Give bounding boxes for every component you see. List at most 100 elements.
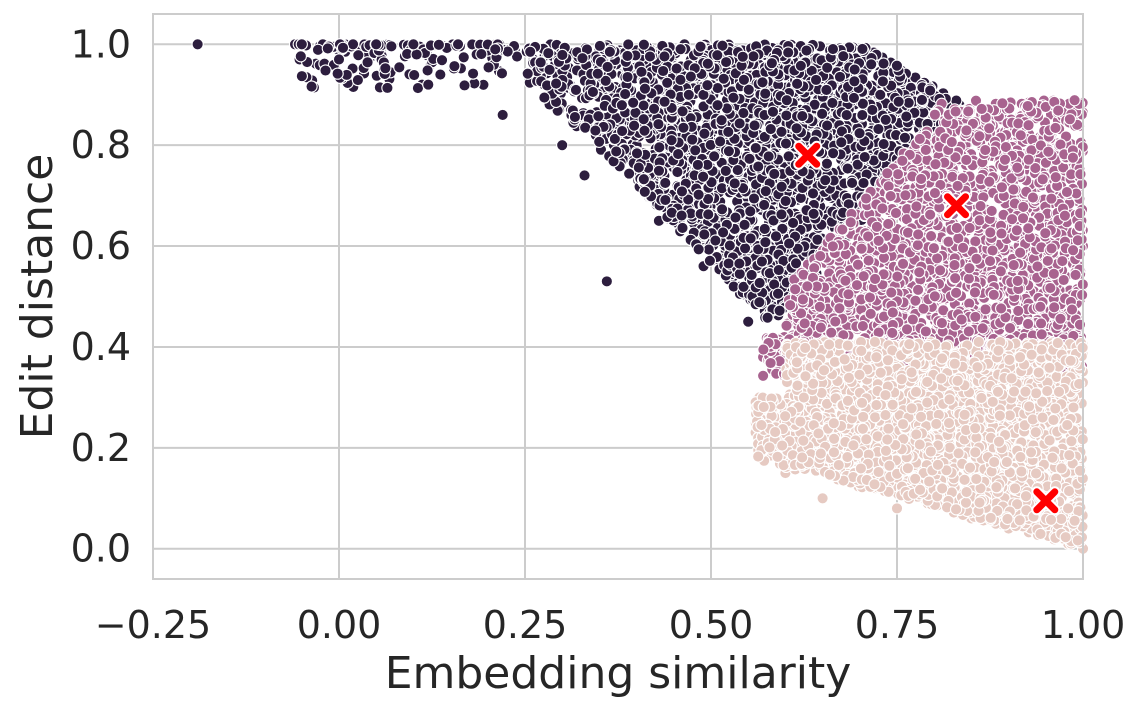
cluster-1-point [859, 151, 870, 162]
cluster-1-point [716, 204, 727, 215]
cluster-1-point [296, 71, 307, 82]
cluster-1-point [770, 231, 781, 242]
cluster-1-point [808, 208, 819, 219]
cluster-1-point [638, 174, 649, 185]
cluster-1-point [622, 71, 633, 82]
cluster-1-point [756, 256, 767, 267]
cluster-1-point [638, 39, 649, 50]
cluster-1-point [734, 268, 745, 279]
cluster-1-point [795, 192, 806, 203]
cluster-1-point [901, 111, 912, 122]
cluster-1-point [436, 55, 447, 66]
cluster-1-point [810, 74, 821, 85]
cluster-1-point [821, 84, 832, 95]
cluster-1-point [699, 128, 710, 139]
cluster-2-point [985, 227, 996, 238]
cluster-1-point [449, 61, 460, 72]
cluster-1-point [702, 58, 713, 69]
cluster-1-point [760, 237, 771, 248]
cluster-1-point [422, 65, 433, 76]
cluster-1-point [628, 97, 639, 108]
cluster-1-point [639, 83, 650, 94]
cluster-1-point [781, 110, 792, 121]
cluster-1-point [587, 86, 598, 97]
cluster-2-point [964, 263, 975, 274]
cluster-1-point [754, 277, 765, 288]
cluster-2-point [920, 326, 931, 337]
cluster-1-point [765, 123, 776, 134]
cluster-1-point [709, 151, 720, 162]
cluster-1-point [759, 223, 770, 234]
cluster-2-point [1022, 318, 1033, 329]
cluster-2-point [830, 316, 841, 327]
cluster-1-point [539, 92, 550, 103]
cluster-1-point [729, 178, 740, 189]
cluster-1-point [848, 92, 859, 103]
cluster-2-point [785, 300, 796, 311]
cluster-1-point [570, 84, 581, 95]
cluster-2-point [970, 236, 981, 247]
cluster-2-point [969, 287, 980, 298]
cluster-1-point [631, 148, 642, 159]
cluster-1-point [745, 233, 756, 244]
cluster-1-point [878, 138, 889, 149]
cluster-1-point [636, 66, 647, 77]
cluster-2-point [914, 133, 925, 144]
cluster-1-point [653, 165, 664, 176]
cluster-1-point [693, 189, 704, 200]
cluster-1-point [821, 158, 832, 169]
cluster-1-point [698, 171, 709, 182]
cluster-1-point [891, 60, 902, 71]
cluster-2-point [1007, 214, 1018, 225]
cluster-1-point [678, 122, 689, 133]
cluster-2-point [877, 203, 888, 214]
cluster-2-point [845, 217, 856, 228]
cluster-2-point [1057, 256, 1068, 267]
cluster-1-point [797, 110, 808, 121]
cluster-1-point [738, 74, 749, 85]
cluster-1-point [648, 103, 659, 114]
cluster-1-point [409, 69, 420, 80]
points-layer [192, 39, 1089, 555]
cluster-1-point [893, 96, 904, 107]
cluster-1-point [333, 54, 344, 65]
cluster-1-point [676, 210, 687, 221]
cluster-1-point [762, 312, 773, 323]
cluster-1-point [458, 52, 469, 63]
cluster-1-point [827, 148, 838, 159]
cluster-1-point [723, 126, 734, 137]
cluster-2-point [949, 260, 960, 271]
cluster-1-point [873, 123, 884, 134]
cluster-1-point [925, 85, 936, 96]
cluster-1-point [827, 43, 838, 54]
cluster-1-point [822, 120, 833, 131]
cluster-1-point [767, 106, 778, 117]
cluster-1-point [712, 100, 723, 111]
cluster-1-point [535, 57, 546, 68]
cluster-2-point [758, 370, 769, 381]
cluster-2-point [1032, 261, 1043, 272]
cluster-1-point [724, 240, 735, 251]
cluster-2-point [781, 320, 792, 331]
cluster-1-point [841, 109, 852, 120]
cluster-1-point [601, 276, 612, 287]
cluster-2-point [863, 255, 874, 266]
cluster-1-point [579, 170, 590, 181]
cluster-1-point [737, 51, 748, 62]
cluster-1-point [602, 61, 613, 72]
cluster-1-point [795, 60, 806, 71]
cluster-1-point [776, 209, 787, 220]
cluster-2-point [1013, 305, 1024, 316]
cluster-1-point [807, 188, 818, 199]
cluster-1-point [866, 59, 877, 70]
cluster-1-point [766, 58, 777, 69]
cluster-2-point [856, 243, 867, 254]
cluster-1-point [734, 118, 745, 129]
cluster-1-point [834, 71, 845, 82]
cluster-1-point [639, 125, 650, 136]
cluster-1-point [543, 48, 554, 59]
cluster-1-point [685, 71, 696, 82]
cluster-1-point [306, 81, 317, 92]
cluster-1-point [476, 48, 487, 59]
cluster-1-point [658, 65, 669, 76]
